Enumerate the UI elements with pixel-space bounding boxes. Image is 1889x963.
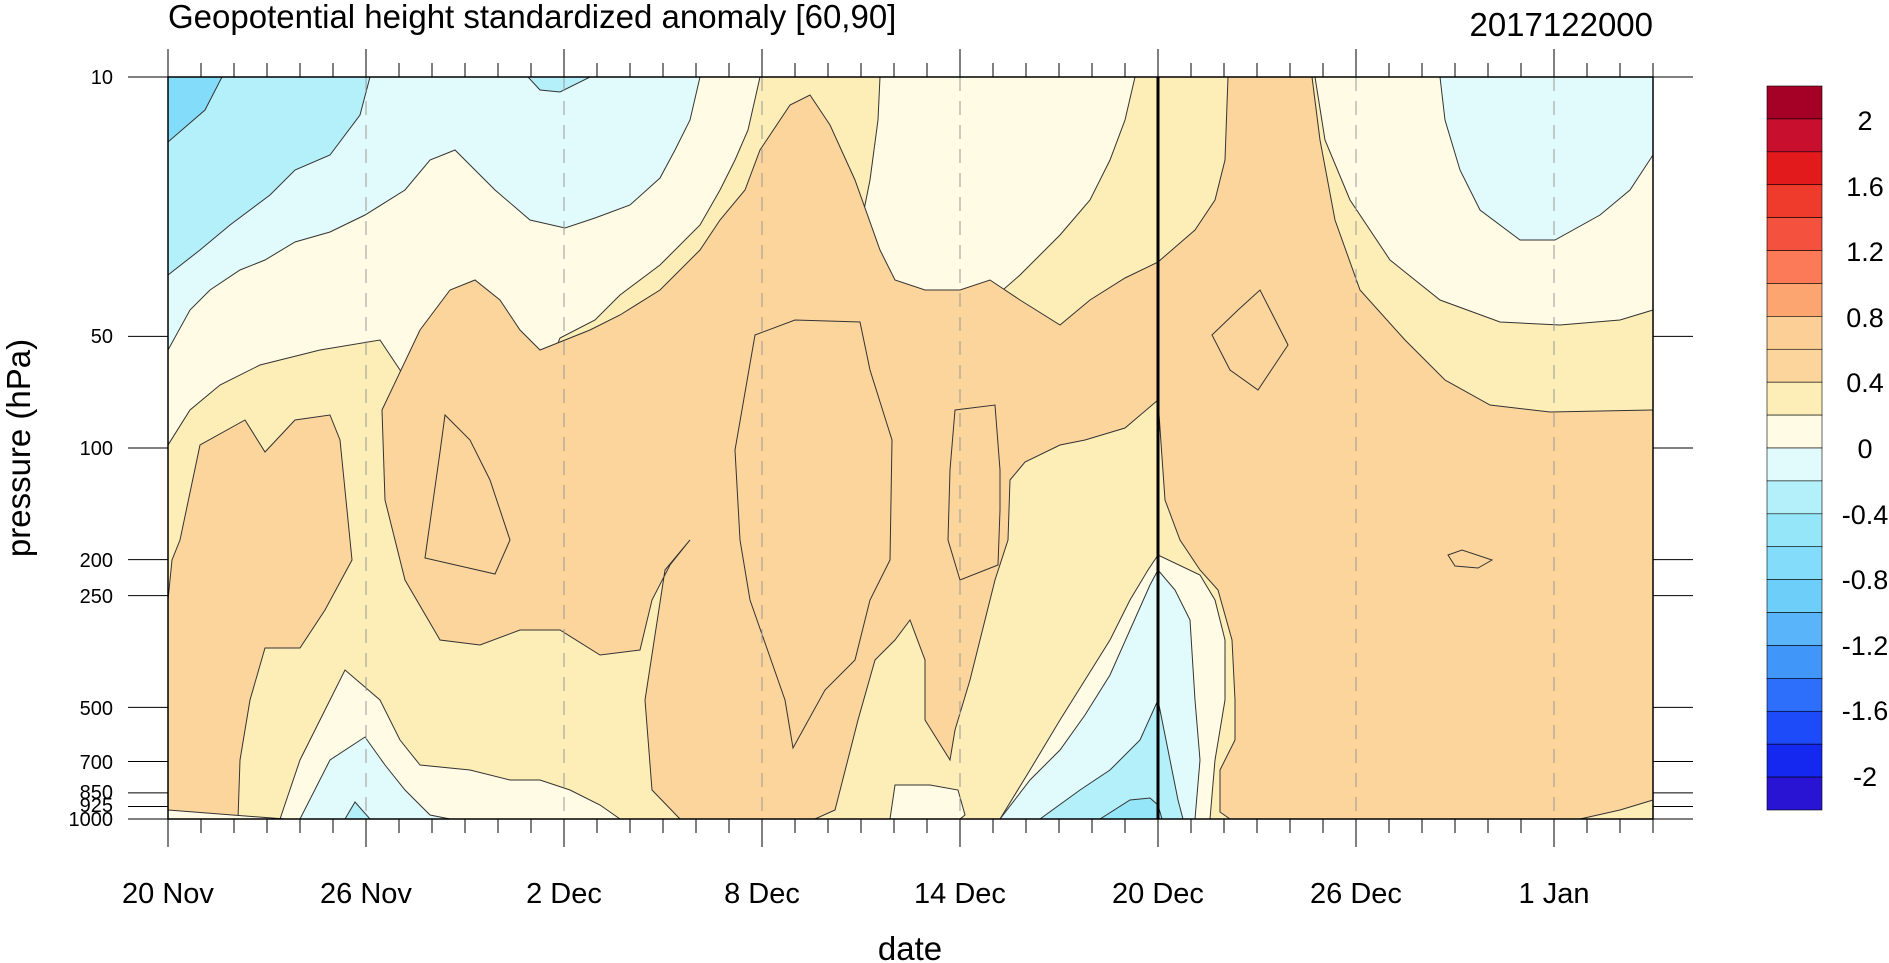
x-tick-label: 20 Dec	[1112, 878, 1204, 910]
y-tick-label: 10	[91, 67, 113, 89]
colorbar-swatch	[1766, 447, 1823, 482]
colorbar-swatch	[1766, 217, 1823, 251]
x-tick-label: 26 Dec	[1310, 878, 1402, 910]
colorbar-swatch	[1766, 743, 1823, 778]
colorbar-label: 0.8	[1846, 303, 1884, 333]
colorbar-label: 0.4	[1846, 368, 1884, 398]
colorbar-tick-labels: 2 1.6 1.2 0.8 0.4 0 -0.4 -0.8 -1.2 -1.6 …	[1842, 106, 1889, 792]
colorbar-swatch	[1766, 250, 1823, 284]
colorbar	[1766, 85, 1823, 811]
colorbar-label: 1.2	[1846, 237, 1884, 267]
contour-band-0.8-1.2-left	[168, 414, 353, 819]
colorbar-swatch	[1766, 645, 1823, 679]
colorbar-swatch	[1766, 381, 1823, 416]
colorbar-swatch	[1766, 184, 1823, 218]
colorbar-swatch	[1766, 118, 1823, 153]
x-tick-label: 14 Dec	[914, 878, 1006, 910]
y-axis-ticks	[128, 76, 1693, 820]
colorbar-label: 1.6	[1846, 172, 1884, 202]
colorbar-swatch	[1766, 678, 1823, 712]
y-tick-label: 850	[80, 782, 113, 804]
colorbar-swatch	[1766, 546, 1823, 580]
contour-field	[168, 77, 1653, 819]
y-tick-label: 925	[80, 795, 113, 817]
y-tick-label: 100	[80, 438, 113, 460]
colorbar-label: -1.6	[1842, 696, 1889, 726]
colorbar-swatch	[1766, 348, 1823, 383]
contour-band-0.8-1.2-right	[1157, 77, 1653, 819]
colorbar-swatch	[1766, 283, 1823, 317]
colorbar-label: 0	[1857, 434, 1872, 464]
y-tick-label: 250	[80, 586, 113, 608]
x-tick-label: 8 Dec	[724, 878, 800, 910]
x-tick-label: 20 Nov	[122, 878, 214, 910]
y-tick-label: 200	[80, 550, 113, 572]
colorbar-label: -0.8	[1842, 565, 1889, 595]
colorbar-label: -0.4	[1842, 500, 1889, 530]
colorbar-swatch	[1766, 579, 1823, 613]
colorbar-swatch	[1766, 316, 1823, 350]
x-axis-ticks	[167, 49, 1654, 847]
x-axis-title: date	[878, 930, 942, 963]
contour-band-0-0.4-lower-14dec	[889, 784, 966, 819]
contour-band-0-0.4-lower	[168, 669, 621, 819]
colorbar-label: 2	[1857, 106, 1872, 136]
contour-closed-d	[1211, 289, 1289, 391]
colorbar-swatch	[1766, 414, 1823, 449]
x-tick-label: 1 Jan	[1519, 878, 1590, 910]
y-axis-tick-labels: 10 50 100 200 250 500 700 850 925 1000	[69, 67, 114, 831]
date-gridlines	[365, 77, 1555, 819]
y-tick-label: 500	[80, 698, 113, 720]
chart-title: Geopotential height standardized anomaly…	[168, 0, 896, 35]
contour-band-neg0.8-neg0.4-upper	[168, 77, 371, 276]
y-tick-label: 1000	[69, 809, 114, 831]
colorbar-swatch	[1766, 710, 1823, 745]
colorbar-swatch	[1766, 513, 1823, 548]
colorbar-swatch	[1766, 151, 1823, 186]
y-tick-label: 50	[91, 326, 113, 348]
contour-closed-b	[734, 319, 893, 750]
chart-timestamp: 2017122000	[1469, 6, 1653, 43]
contour-band-neg0.8-neg0.4-top-mid	[527, 77, 591, 93]
contour-band-neg1.2-neg0.8-corner	[168, 77, 223, 143]
y-tick-label: 700	[80, 752, 113, 774]
colorbar-swatch	[1766, 776, 1823, 811]
contour-closed-e	[1447, 549, 1494, 569]
contour-band-neg0.4-0-upper-right	[1439, 77, 1653, 241]
contour-band-neg1.2-neg0.8-lower	[1099, 797, 1163, 819]
colorbar-label: -1.2	[1842, 631, 1889, 661]
y-axis-title: pressure (hPa)	[0, 339, 37, 557]
contour-closed-a	[424, 413, 511, 575]
x-tick-label: 26 Nov	[320, 878, 412, 910]
colorbar-label: -2	[1853, 762, 1877, 792]
contour-band-0.8-1.2-mid	[381, 94, 1159, 819]
colorbar-swatch	[1766, 480, 1823, 515]
x-axis-tick-labels: 20 Nov 26 Nov 2 Dec 8 Dec 14 Dec 20 Dec …	[122, 878, 1589, 910]
colorbar-swatch	[1766, 85, 1823, 120]
colorbar-swatch	[1766, 612, 1823, 646]
x-tick-label: 2 Dec	[526, 878, 602, 910]
contour-closed-c	[947, 404, 1001, 581]
